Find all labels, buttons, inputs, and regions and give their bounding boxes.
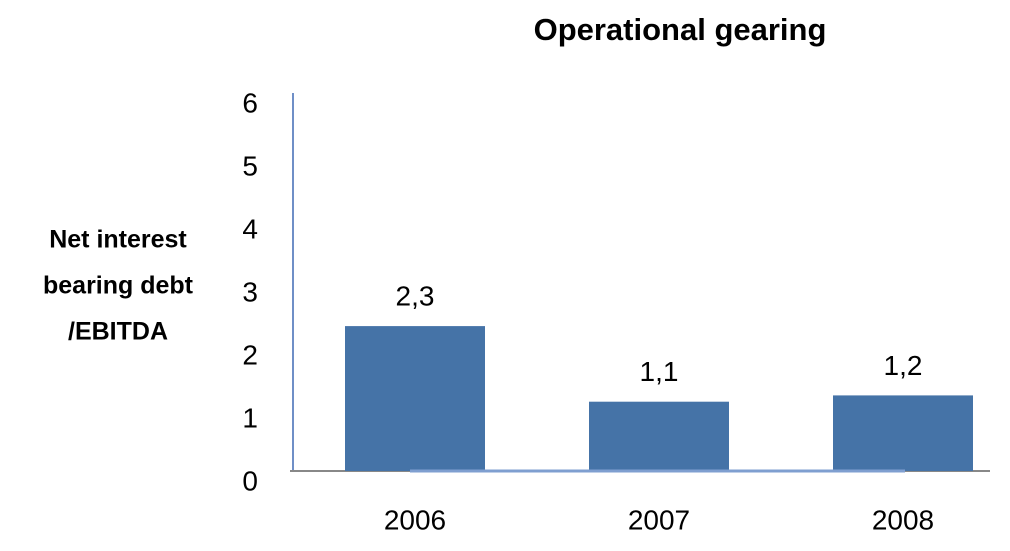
data-label: 1,2 bbox=[884, 350, 923, 381]
y-tick-label: 0 bbox=[242, 465, 258, 496]
bar bbox=[833, 395, 973, 471]
y-axis-label: /EBITDA bbox=[68, 318, 168, 346]
chart-title: Operational gearing bbox=[534, 12, 827, 47]
y-tick-label: 2 bbox=[242, 339, 258, 370]
y-tick-label: 6 bbox=[242, 87, 258, 118]
x-tick-label: 2007 bbox=[628, 504, 690, 535]
bar bbox=[345, 326, 485, 471]
x-tick-label: 2008 bbox=[872, 504, 934, 535]
x-tick-label: 2006 bbox=[384, 504, 446, 535]
y-axis-label: Net interest bbox=[49, 226, 187, 254]
y-tick-label: 3 bbox=[242, 276, 258, 307]
y-tick-label: 5 bbox=[242, 150, 258, 181]
y-tick-label: 4 bbox=[242, 213, 258, 244]
bar bbox=[589, 401, 729, 471]
y-axis-label: bearing debt bbox=[43, 272, 194, 300]
data-label: 1,1 bbox=[640, 356, 679, 387]
y-tick-label: 1 bbox=[242, 402, 258, 433]
data-label: 2,3 bbox=[396, 280, 435, 311]
